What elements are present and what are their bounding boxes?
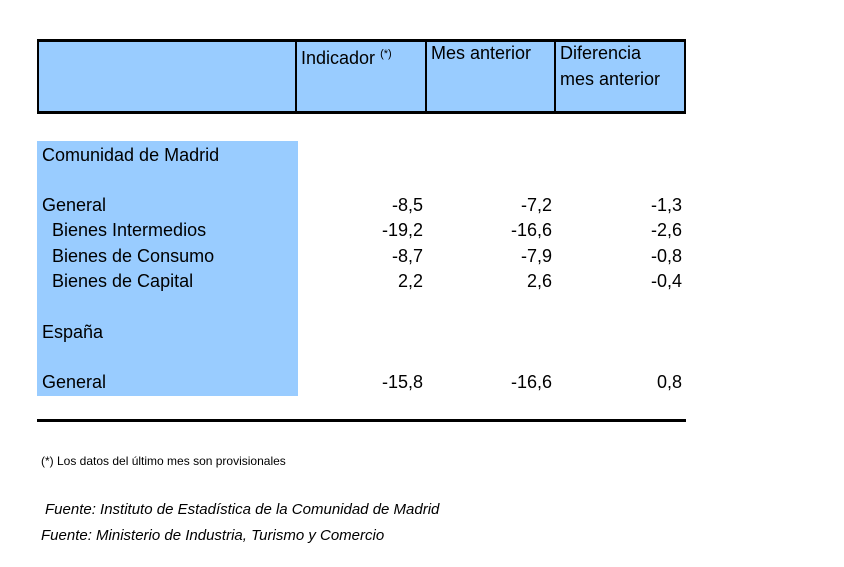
header-diferencia-line2: mes anterior [560,69,661,89]
section-title-madrid: Comunidad de Madrid [42,145,220,165]
table-header [37,39,686,114]
section-title-espana: España [42,322,104,342]
cell-diferencia: -2,6 [650,220,682,240]
cell-indicador: -8,7 [391,246,423,266]
table-bottom-rule [37,419,686,422]
cell-diferencia: -1,3 [650,195,682,215]
cell-mes-anterior: -16,6 [510,372,552,392]
cell-diferencia: -0,4 [650,271,682,291]
row-label: General [42,372,107,392]
cell-indicador: -8,5 [391,195,423,215]
cell-mes-anterior: 2,6 [526,271,552,291]
row-label: General [42,195,107,215]
cell-indicador: -19,2 [381,220,423,240]
row-label: Bienes de Consumo [52,246,215,266]
row-label: Bienes de Capital [52,271,194,291]
header-indicador-label: Indicador [301,48,376,68]
header-mes-anterior: Mes anterior [431,43,532,63]
cell-mes-anterior: -16,6 [510,220,552,240]
cell-diferencia: 0,8 [656,372,682,392]
header-indicador-mark: (*) [380,48,392,60]
header-divider [684,39,686,114]
cell-mes-anterior: -7,9 [520,246,552,266]
header-divider [425,39,427,114]
row-label: Bienes Intermedios [52,220,207,240]
source-line: Fuente: Instituto de Estadística de la C… [45,501,440,518]
header-divider [295,39,297,114]
header-diferencia-line1: Diferencia [560,43,642,63]
label-column-band [37,141,298,396]
cell-diferencia: -0,8 [650,246,682,266]
footnote: (*) Los datos del último mes son provisi… [41,454,286,468]
cell-indicador: -15,8 [381,372,423,392]
cell-mes-anterior: -7,2 [520,195,552,215]
header-divider [37,39,39,114]
cell-indicador: 2,2 [397,271,423,291]
header-divider [554,39,556,114]
source-line: Fuente: Ministerio de Industria, Turismo… [41,527,385,544]
header-indicador: Indicador (*) [301,45,392,71]
